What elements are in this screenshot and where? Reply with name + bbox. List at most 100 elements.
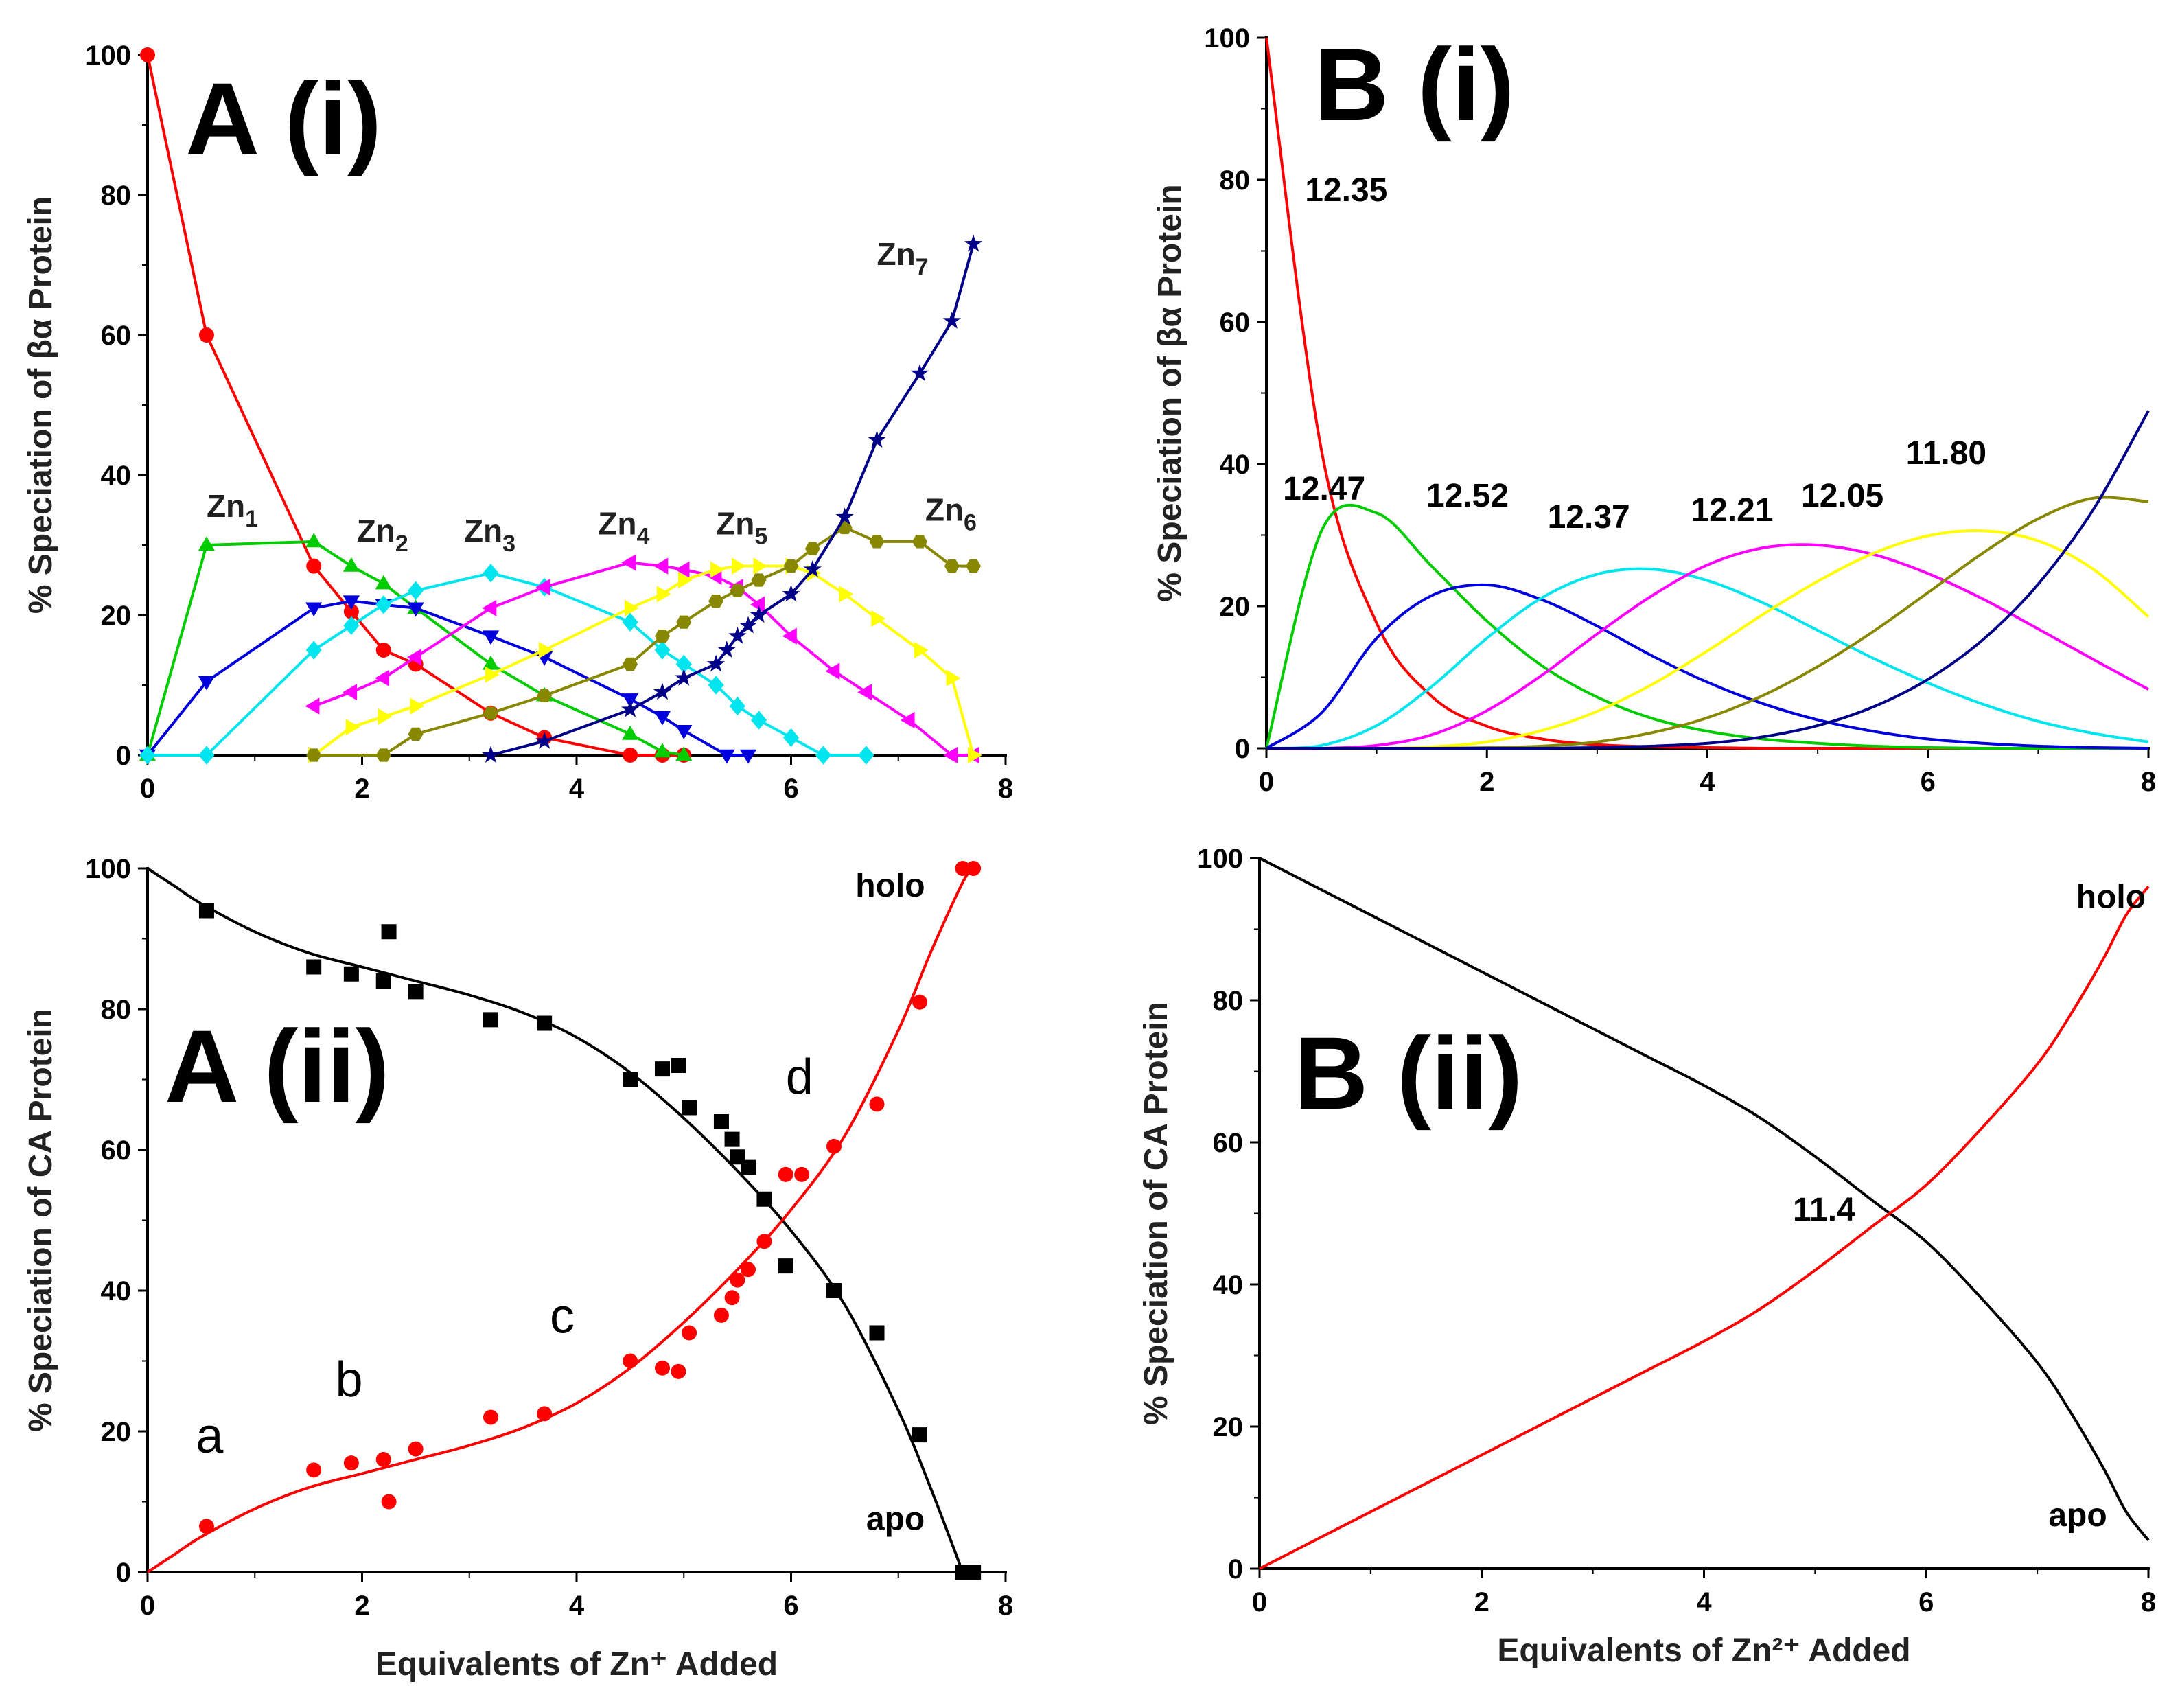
species-label-text: Zn	[598, 506, 636, 542]
data-point-square-icon	[306, 959, 322, 975]
data-point-triangle-right-icon	[538, 641, 553, 659]
data-point-diamond-icon	[139, 746, 156, 765]
y-tick-label: 60	[101, 1135, 132, 1166]
series-curve-holo	[1259, 886, 2150, 1570]
data-point-hexagon-icon	[730, 584, 745, 597]
data-point-hexagon-icon	[676, 615, 692, 629]
data-point-triangle-right-icon	[839, 586, 854, 603]
x-tick-label: 2	[1479, 767, 1494, 797]
series-curve-apo	[1259, 857, 2150, 1541]
data-point-diamond-icon	[751, 711, 767, 730]
data-point-circle-icon	[483, 1409, 498, 1425]
x-tick-label: 8	[2141, 767, 2156, 797]
data-point-square-icon	[343, 966, 359, 982]
data-point-triangle-left-icon	[675, 561, 690, 578]
data-point-circle-icon	[826, 1138, 842, 1154]
fit-curve-holo-fit	[146, 867, 975, 1573]
data-point-circle-icon	[778, 1166, 793, 1182]
data-point-triangle-right-icon	[967, 746, 982, 764]
data-point-triangle-left-icon	[653, 557, 669, 575]
data-point-diamond-icon	[654, 640, 671, 660]
stability-constant-label: 11.80	[1906, 435, 1986, 472]
data-point-circle-icon	[671, 1363, 686, 1379]
data-point-circle-icon	[140, 47, 155, 62]
data-point-circle-icon	[713, 1307, 729, 1323]
stability-constant-label: 12.05	[1801, 478, 1883, 514]
y-tick-label: 100	[85, 41, 131, 71]
data-point-square-icon	[912, 1427, 927, 1443]
x-axis-title: Equivalents of Zn²⁺ Added	[1497, 1632, 1910, 1669]
data-point-diamond-icon	[483, 564, 499, 583]
data-point-circle-icon	[381, 1494, 397, 1510]
y-tick-label: 100	[1197, 844, 1243, 874]
data-point-triangle-right-icon	[753, 557, 768, 575]
series-curve-zn3	[1266, 567, 2149, 750]
x-tick-label: 6	[783, 774, 798, 804]
stability-constant-label: 12.52	[1426, 478, 1509, 514]
y-tick-label: 80	[1220, 165, 1251, 196]
species-label-subscript: 6	[964, 509, 977, 535]
species-label-text: Zn	[716, 506, 754, 542]
x-tick-label: 6	[1918, 1587, 1934, 1617]
data-point-diamond-icon	[729, 696, 745, 716]
curve-annotation: holo	[2076, 879, 2146, 915]
species-label: Zn2	[357, 513, 408, 557]
data-point-circle-icon	[408, 1441, 424, 1457]
data-point-star-icon	[835, 507, 854, 525]
data-point-triangle-right-icon	[678, 571, 693, 589]
region-label: c	[550, 1289, 575, 1344]
data-point-triangle-right-icon	[345, 719, 360, 736]
data-point-hexagon-icon	[623, 657, 638, 671]
series-line-zn2	[146, 599, 748, 757]
fit-curve-apo-fit	[146, 867, 964, 1573]
y-tick-label: 60	[1213, 1128, 1244, 1158]
x-tick-label: 6	[1921, 767, 1936, 797]
data-point-square-icon	[375, 973, 391, 989]
data-point-hexagon-icon	[655, 630, 670, 643]
data-point-diamond-icon	[708, 676, 724, 695]
data-point-square-icon	[724, 1131, 740, 1147]
x-tick-label: 6	[783, 1591, 798, 1621]
data-point-square-icon	[483, 1012, 498, 1028]
series-line-zn6	[314, 526, 974, 757]
data-point-square-icon	[682, 1100, 697, 1116]
y-tick-label: 100	[1204, 23, 1250, 54]
data-point-hexagon-icon	[306, 748, 322, 762]
x-tick-label: 8	[998, 1591, 1013, 1621]
data-point-star-icon	[942, 311, 961, 329]
y-axis-title: % Speciation of βα Protein	[1152, 184, 1188, 601]
series-curve-zn2	[1265, 583, 2149, 750]
panel-label: B (i)	[1314, 27, 1515, 142]
data-point-star-icon	[707, 654, 726, 672]
y-tick-label: 20	[1213, 1412, 1244, 1442]
species-label-subscript: 1	[245, 506, 258, 532]
data-point-square-icon	[381, 924, 397, 940]
data-point-hexagon-icon	[708, 595, 724, 608]
y-tick-label: 80	[1213, 986, 1244, 1016]
data-point-triangle-right-icon	[914, 641, 929, 659]
data-point-star-icon	[739, 616, 758, 634]
y-tick-label: 20	[101, 1417, 132, 1447]
data-point-triangle-left-icon	[482, 599, 497, 616]
x-tick-label: 4	[569, 1591, 585, 1621]
data-point-circle-icon	[343, 603, 359, 619]
data-point-star-icon	[621, 700, 640, 717]
species-label-text: Zn	[877, 236, 916, 272]
data-point-triangle-up-icon	[622, 725, 639, 740]
x-tick-label: 2	[1474, 1587, 1489, 1617]
data-point-circle-icon	[955, 861, 971, 876]
data-point-circle-icon	[730, 1272, 745, 1288]
data-point-triangle-left-icon	[825, 662, 840, 680]
x-axis-title: Equivalents of Zn⁺ Added	[375, 1646, 778, 1683]
stability-constant-label: 12.21	[1691, 492, 1773, 529]
data-point-triangle-right-icon	[656, 586, 671, 603]
data-point-hexagon-icon	[869, 535, 885, 549]
species-label: Zn5	[716, 506, 767, 550]
x-tick-label: 4	[1700, 767, 1715, 797]
data-point-circle-icon	[794, 1166, 810, 1182]
data-point-triangle-up-icon	[675, 746, 693, 761]
data-point-square-icon	[198, 903, 214, 919]
